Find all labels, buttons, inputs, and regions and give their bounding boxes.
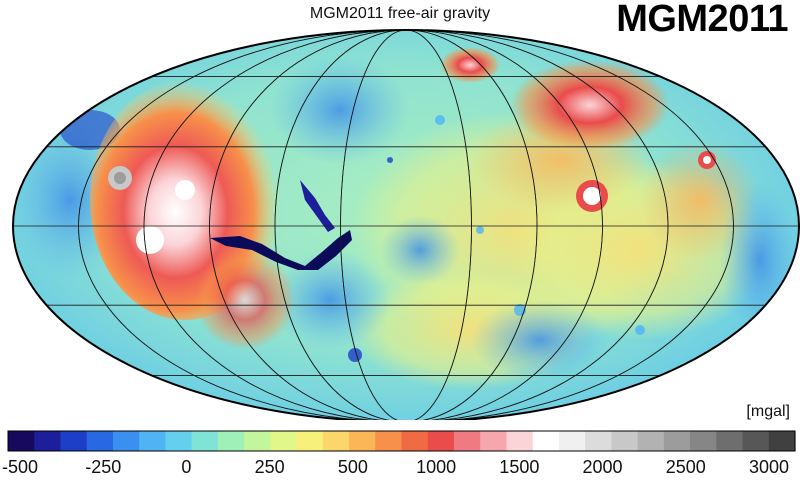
colorbar-swatch [112, 431, 140, 451]
colorbar-swatch [637, 431, 665, 451]
colorbar-tick-label: -250 [85, 457, 122, 477]
colorbar-tick-label: 1500 [499, 457, 540, 477]
colorbar-swatch [34, 431, 62, 451]
colorbar-swatch [506, 431, 534, 451]
colorbar-swatch [8, 431, 35, 451]
colorbar-swatch [453, 431, 481, 451]
colorbar-swatch [296, 431, 324, 451]
colorbar-swatch [585, 431, 612, 451]
colorbar-tick-label: 3000 [748, 457, 790, 477]
colorbar-swatch [558, 431, 586, 451]
colorbar-swatch [427, 431, 455, 451]
colorbar-tick-label: 500 [337, 457, 368, 477]
map-outline [12, 29, 800, 420]
colorbar-swatch [244, 431, 271, 451]
colorbar-swatch [401, 431, 429, 451]
colorbar-swatch [165, 431, 193, 451]
colorbar-swatch [742, 431, 770, 451]
colorbar-swatch [139, 431, 166, 451]
colorbar-swatch [191, 431, 219, 451]
colorbar-swatch [663, 431, 691, 451]
colorbar-swatch [690, 431, 717, 451]
colorbar-swatch [532, 431, 560, 451]
colorbar-tick-label: 0 [181, 457, 192, 477]
colorbar-swatch [716, 431, 744, 451]
colorbar-swatch [768, 431, 796, 451]
colorbar-tick-label: 2000 [582, 457, 623, 477]
colorbar-tick-label: 250 [254, 457, 285, 477]
colorbar-tick-label: 1000 [416, 457, 457, 477]
unit-label: [mgal] [746, 403, 790, 420]
colorbar-swatch [60, 431, 88, 451]
gravity-map [12, 29, 800, 420]
colorbar-swatch [217, 431, 245, 451]
colorbar-frame [7, 430, 796, 452]
colorbar-swatch [322, 431, 350, 451]
map-title: MGM2011 free-air gravity [309, 5, 491, 22]
colorbar [7, 430, 796, 452]
colorbar-swatch [349, 431, 376, 451]
colorbar-tick-label: 2500 [665, 457, 706, 477]
colorbar-swatch [86, 431, 114, 451]
colorbar-swatch [270, 431, 298, 451]
colorbar-swatch [375, 431, 403, 451]
colorbar-swatch [480, 431, 508, 451]
colorbar-swatch [611, 431, 639, 451]
brand-label: MGM2011 [616, 0, 788, 40]
colorbar-tick-label: -500 [1, 457, 39, 477]
